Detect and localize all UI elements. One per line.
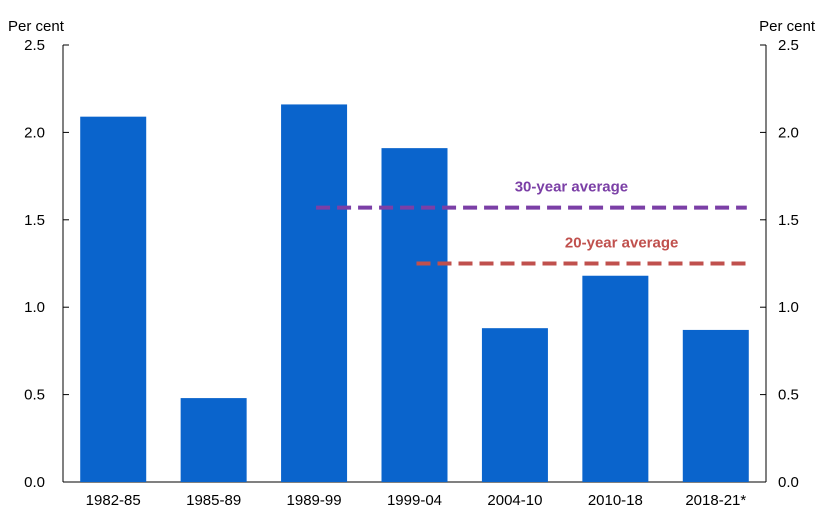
x-axis-ticks: 1982-85 1985-89 1989-99 1999-04 2004-10 2010-… bbox=[86, 492, 747, 509]
x-tick-label: 2018-21* bbox=[685, 492, 746, 509]
left-axis-ticks: 0.0 0.5 1.0 1.5 2.0 2.5 bbox=[24, 37, 69, 491]
left-axis-unit-label: Per cent bbox=[8, 18, 65, 35]
left-tick-label: 0.0 bbox=[24, 474, 45, 491]
right-tick-label: 1.5 bbox=[778, 212, 799, 229]
left-tick-label: 2.0 bbox=[24, 124, 45, 141]
average-lines: 30-year average 20-year average bbox=[316, 179, 747, 266]
x-tick-label: 1985-89 bbox=[186, 492, 241, 509]
x-tick-label: 1989-99 bbox=[287, 492, 342, 509]
right-axis-unit-label: Per cent bbox=[759, 18, 816, 35]
x-tick-label: 1999-04 bbox=[387, 492, 442, 509]
average-label: 30-year average bbox=[515, 179, 628, 196]
average-label: 20-year average bbox=[565, 235, 678, 252]
bar-1985-89 bbox=[180, 398, 247, 482]
left-tick-label: 0.5 bbox=[24, 387, 45, 404]
bar-2004-10 bbox=[481, 328, 548, 482]
right-tick-label: 2.0 bbox=[778, 124, 799, 141]
right-tick-label: 0.5 bbox=[778, 387, 799, 404]
left-tick-label: 1.5 bbox=[24, 212, 45, 229]
bar-2018-21* bbox=[682, 329, 749, 482]
bar-1982-85 bbox=[80, 116, 147, 482]
x-tick-label: 2004-10 bbox=[487, 492, 542, 509]
x-tick-label: 1982-85 bbox=[86, 492, 141, 509]
left-tick-label: 1.0 bbox=[24, 299, 45, 316]
right-tick-label: 2.5 bbox=[778, 37, 799, 54]
right-axis-ticks: 0.0 0.5 1.0 1.5 2.0 2.5 bbox=[760, 37, 799, 491]
bars bbox=[80, 104, 749, 482]
left-tick-label: 2.5 bbox=[24, 37, 45, 54]
right-tick-label: 1.0 bbox=[778, 299, 799, 316]
bar-1999-04 bbox=[381, 148, 448, 482]
bar-1989-99 bbox=[281, 104, 348, 482]
x-tick-label: 2010-18 bbox=[588, 492, 643, 509]
bar-2010-18 bbox=[582, 275, 649, 482]
right-tick-label: 0.0 bbox=[778, 474, 799, 491]
